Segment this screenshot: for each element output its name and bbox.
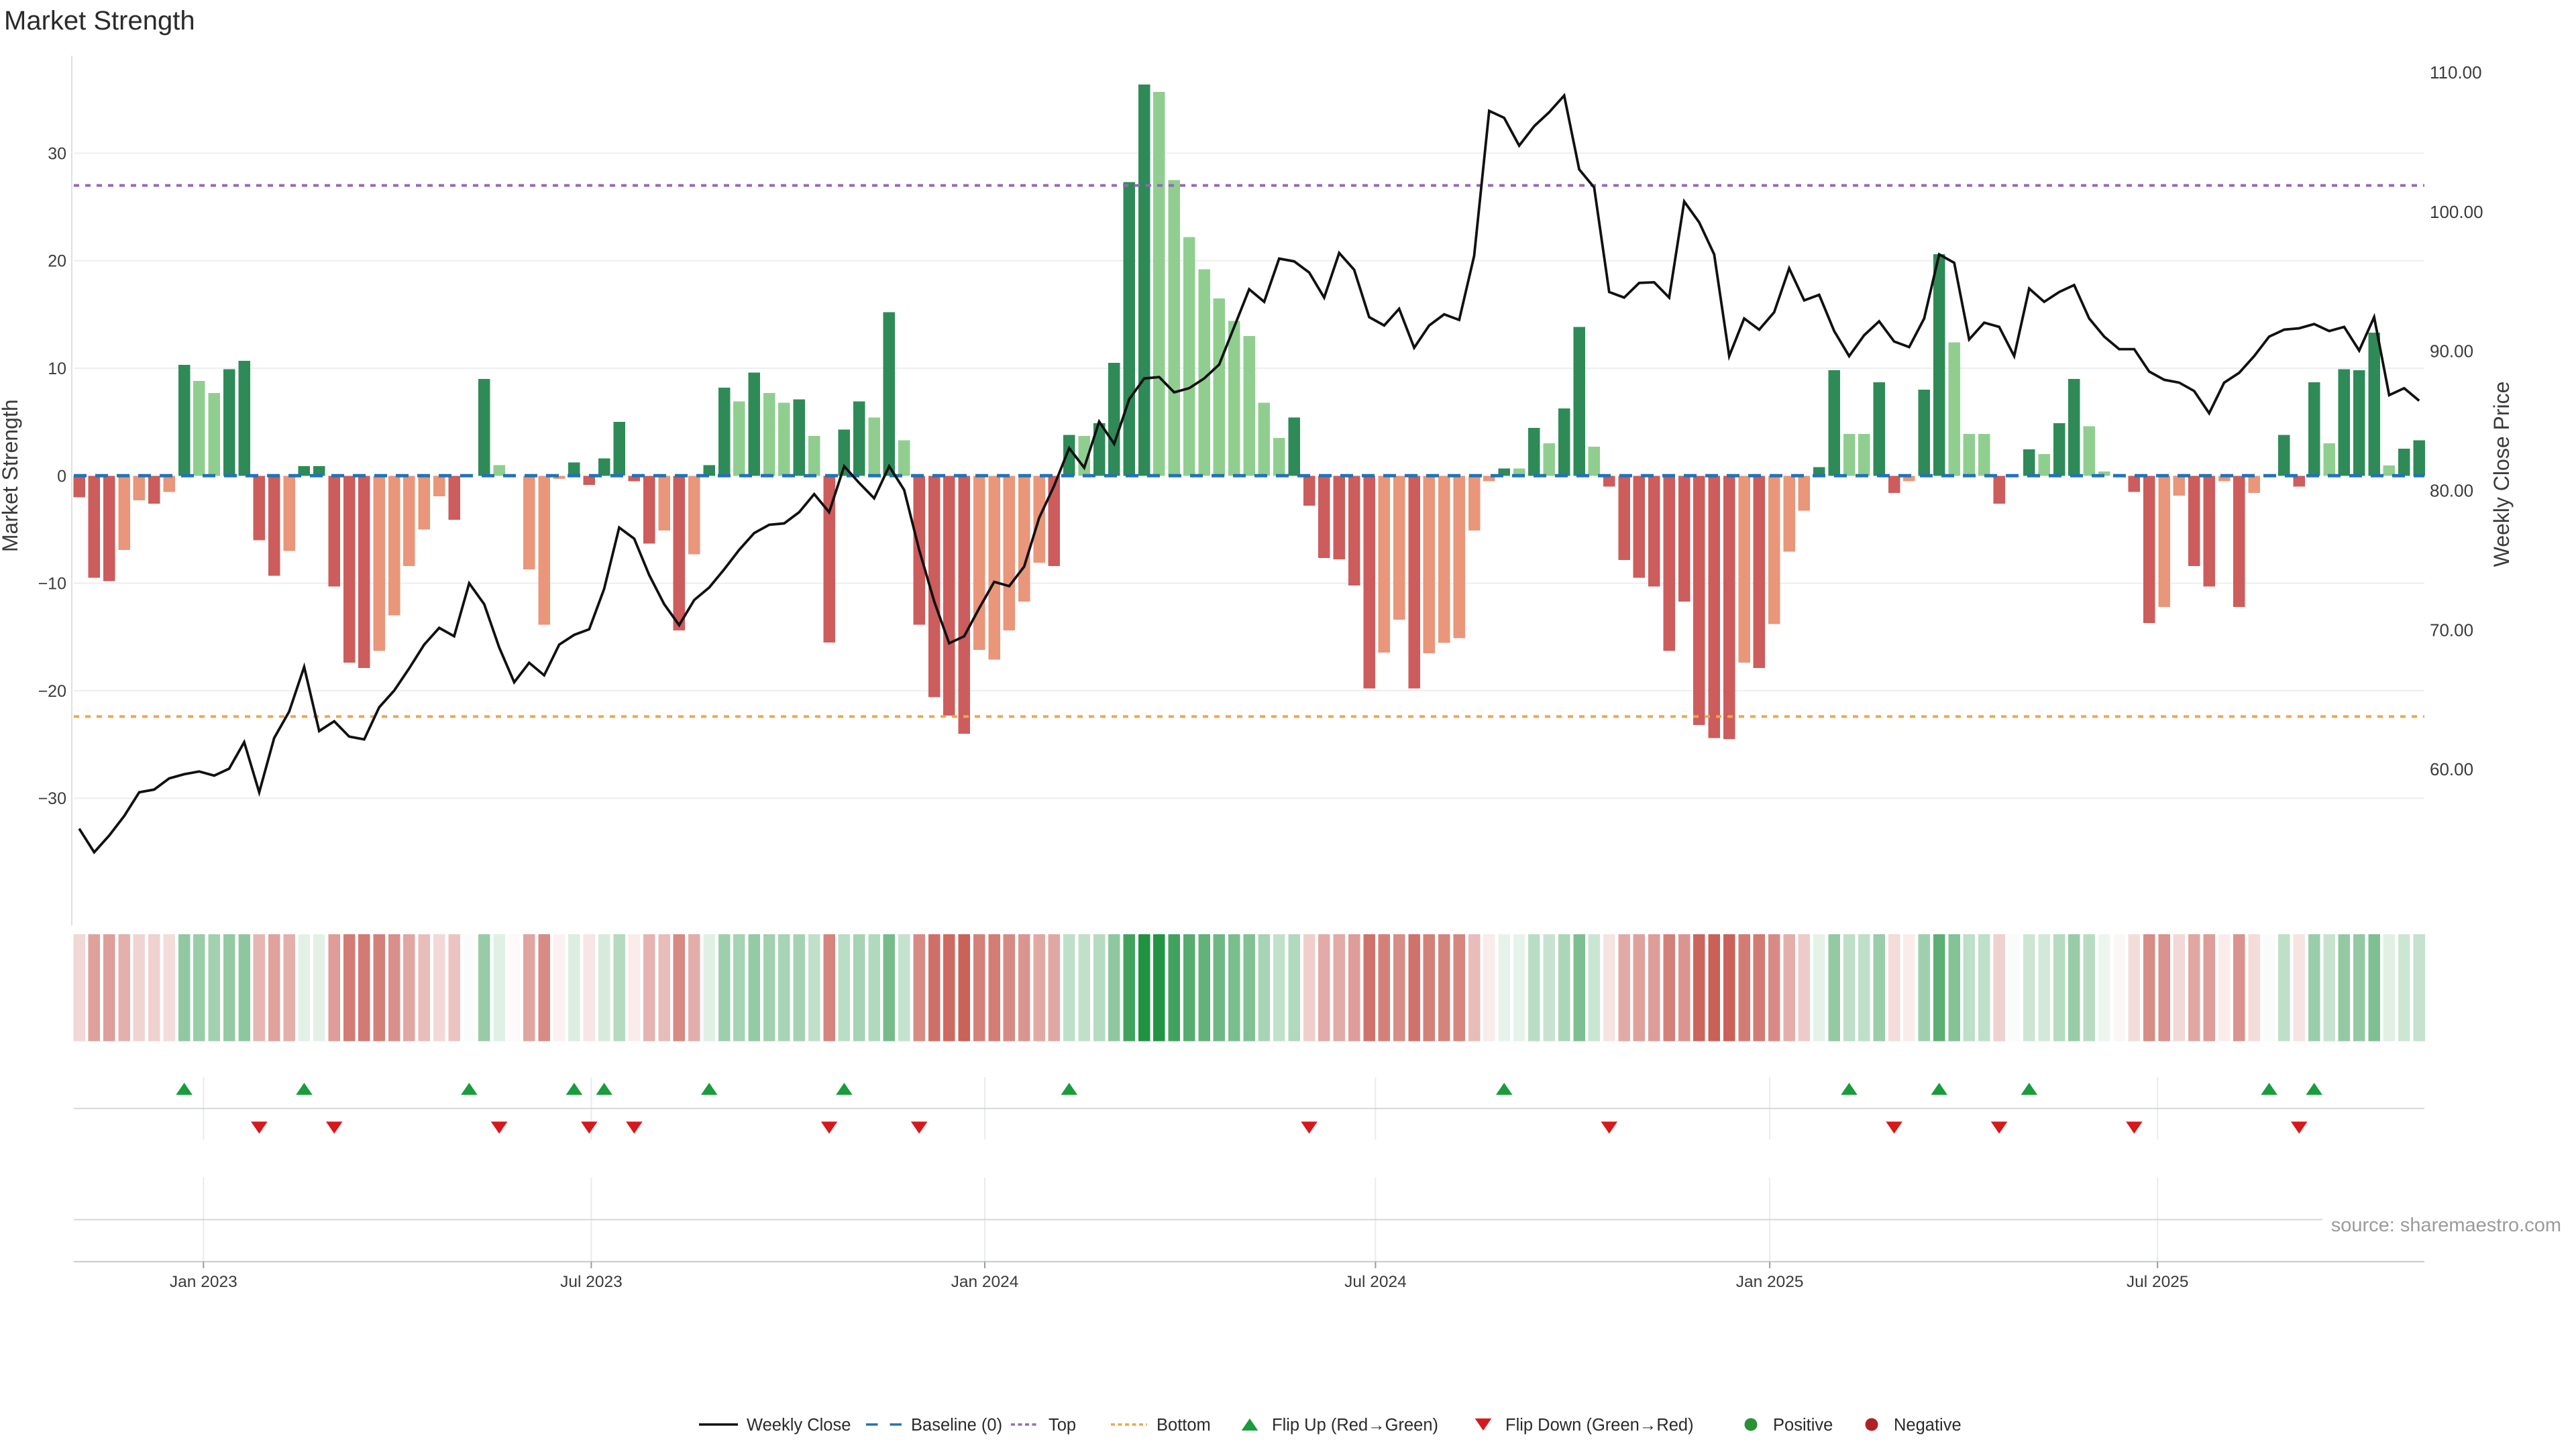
svg-text:Flip Up (Red→Green): Flip Up (Red→Green) [1272,1416,1438,1435]
svg-text:Weekly Close: Weekly Close [747,1416,851,1435]
svg-text:0: 0 [57,467,66,486]
svg-text:Jan 2023: Jan 2023 [170,1273,237,1291]
svg-text:source: sharemaestro.com: source: sharemaestro.com [2331,1215,2561,1236]
svg-text:60.00: 60.00 [2430,759,2473,779]
svg-text:30: 30 [48,144,66,163]
svg-text:Bottom: Bottom [1157,1416,1211,1435]
svg-text:Jul 2025: Jul 2025 [2127,1273,2189,1291]
svg-text:80.00: 80.00 [2430,481,2473,501]
svg-text:Top: Top [1049,1416,1076,1435]
svg-text:Positive: Positive [1773,1416,1833,1435]
svg-text:−30: −30 [38,789,66,808]
svg-text:Weekly Close Price: Weekly Close Price [2489,382,2514,567]
svg-text:110.00: 110.00 [2430,62,2482,82]
svg-text:−20: −20 [38,682,66,701]
svg-text:Market Strength: Market Strength [0,399,22,552]
svg-text:20: 20 [48,252,66,271]
svg-text:Jul 2024: Jul 2024 [1344,1273,1407,1291]
svg-text:100.00: 100.00 [2430,202,2483,222]
svg-text:10: 10 [48,359,66,378]
svg-text:90.00: 90.00 [2430,341,2473,361]
svg-text:Market Strength: Market Strength [4,6,195,36]
svg-text:70.00: 70.00 [2430,620,2473,640]
svg-text:Jan 2024: Jan 2024 [951,1273,1019,1291]
svg-text:−10: −10 [38,575,66,594]
svg-text:Jan 2025: Jan 2025 [1736,1273,1804,1291]
svg-text:Baseline (0): Baseline (0) [911,1416,1002,1435]
svg-text:Flip Down (Green→Red): Flip Down (Green→Red) [1505,1416,1694,1435]
svg-text:Negative: Negative [1894,1416,1962,1435]
svg-text:Jul 2023: Jul 2023 [560,1273,623,1291]
